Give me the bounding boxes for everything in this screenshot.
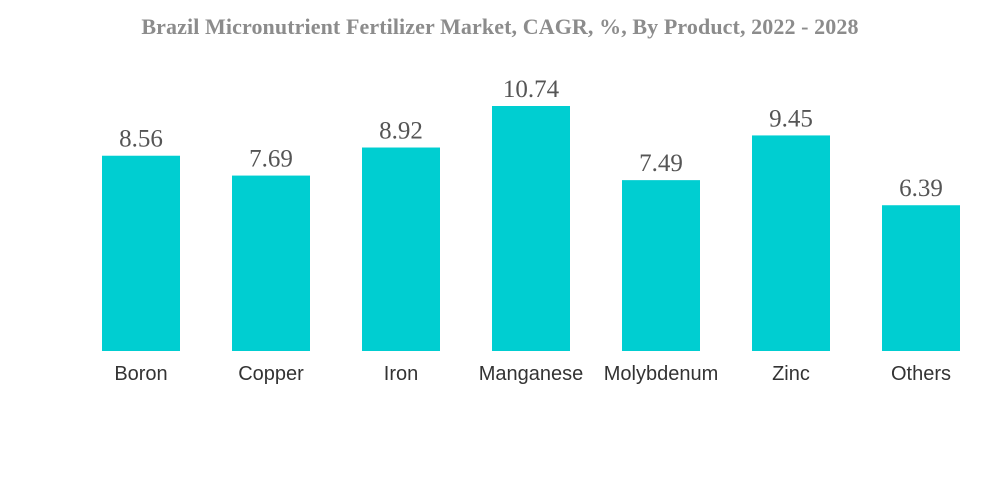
bar-others	[882, 205, 960, 351]
bars-group	[102, 106, 960, 351]
category-label-copper: Copper	[238, 363, 304, 385]
bar-boron	[102, 155, 180, 351]
chart-title: Brazil Micronutrient Fertilizer Market, …	[141, 14, 859, 39]
bar-manganese	[492, 106, 570, 351]
value-label-molybdenum: 7.49	[639, 150, 683, 177]
value-label-boron: 8.56	[119, 126, 163, 153]
value-label-copper: 7.69	[249, 146, 293, 173]
category-label-manganese: Manganese	[479, 363, 584, 385]
category-label-zinc: Zinc	[772, 363, 810, 385]
category-labels-group: Boron Copper Iron Manganese Molybdenum Zinc Ot…	[114, 363, 951, 385]
value-label-iron: 8.92	[379, 118, 423, 145]
value-label-zinc: 9.45	[769, 105, 813, 132]
bar-zinc	[752, 135, 830, 351]
bar-molybdenum	[622, 180, 700, 351]
value-label-manganese: 10.74	[503, 76, 560, 103]
value-label-others: 6.39	[899, 175, 943, 202]
bar-iron	[362, 147, 440, 351]
category-label-molybdenum: Molybdenum	[604, 363, 719, 385]
category-label-others: Others	[891, 363, 951, 385]
value-labels-group: 8.56 7.69 8.92 10.74 7.49 9.45 6.39	[119, 76, 943, 202]
category-label-boron: Boron	[114, 363, 167, 385]
category-label-iron: Iron	[384, 363, 418, 385]
bar-copper	[232, 175, 310, 351]
